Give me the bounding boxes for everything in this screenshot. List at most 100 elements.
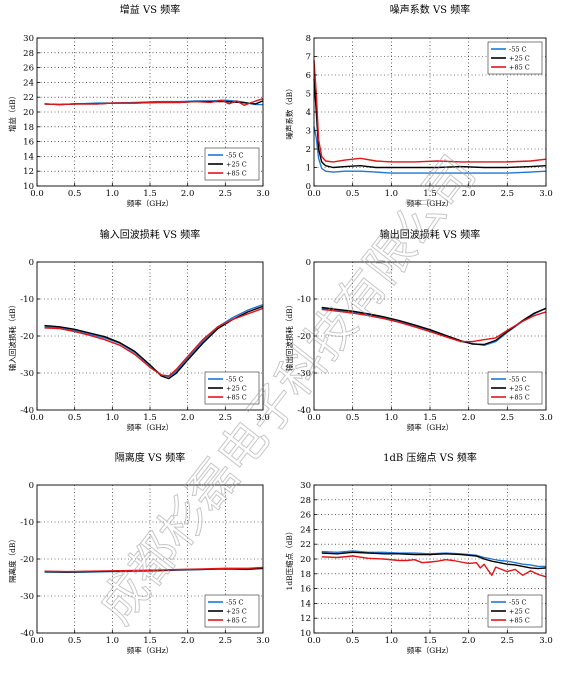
x-tick-label: 0.5 bbox=[346, 636, 360, 646]
x-tick-label: 0.5 bbox=[346, 189, 360, 199]
legend-label: +25 C bbox=[509, 55, 530, 63]
series-line bbox=[321, 555, 547, 578]
legend-label: -55 C bbox=[509, 46, 527, 54]
y-tick-label: 24 bbox=[23, 78, 34, 88]
legend-label: -55 C bbox=[226, 152, 244, 160]
chart-title: 1dB 压缩点 VS 频率 bbox=[383, 451, 477, 464]
series-line bbox=[321, 308, 547, 343]
legend-label: -55 C bbox=[509, 376, 527, 384]
y-tick-label: 6 bbox=[306, 71, 311, 81]
x-tick-label: 2.5 bbox=[219, 189, 233, 199]
y-tick-label: 28 bbox=[23, 49, 34, 59]
legend-label: +85 C bbox=[226, 617, 247, 625]
y-tick-label: 0 bbox=[29, 258, 34, 268]
x-tick-label: 3.0 bbox=[539, 636, 553, 646]
y-axis-label: 增益（dB） bbox=[7, 92, 17, 132]
legend: -55 C+25 C+85 C bbox=[204, 147, 260, 181]
x-tick-label: 1.5 bbox=[423, 189, 437, 199]
y-tick-label: 12 bbox=[23, 167, 34, 177]
x-tick-label: 3.0 bbox=[256, 636, 270, 646]
y-tick-label: 0 bbox=[306, 182, 311, 192]
x-tick-label: 0.0 bbox=[30, 413, 44, 423]
x-tick-label: 3.0 bbox=[256, 413, 270, 423]
series-line bbox=[321, 550, 546, 568]
x-tick-label: 2.5 bbox=[501, 413, 515, 423]
y-tick-label: 0 bbox=[29, 481, 34, 491]
y-tick-label: 22 bbox=[300, 540, 311, 550]
legend-label: +25 C bbox=[226, 608, 247, 616]
y-axis-label: 1dB压缩点（dB） bbox=[284, 528, 294, 591]
y-tick-label: 10 bbox=[300, 629, 311, 639]
y-tick-label: 7 bbox=[306, 53, 311, 63]
x-tick-label: 1.0 bbox=[106, 189, 120, 199]
legend-label: -55 C bbox=[226, 376, 244, 384]
legend-label: -55 C bbox=[509, 599, 527, 607]
y-tick-label: 2 bbox=[306, 145, 311, 155]
x-tick-label: 1.5 bbox=[423, 413, 437, 423]
y-axis-label: 隔离度（dB） bbox=[7, 535, 17, 583]
y-tick-label: -10 bbox=[20, 295, 34, 305]
y-tick-label: 16 bbox=[23, 138, 34, 148]
legend-label: +25 C bbox=[226, 385, 247, 393]
series-line bbox=[313, 78, 547, 169]
chart-4: 输出回波损耗 VS 频率 0.0 0.5 1.0 1.5 2.0 2.5 3.0 -40 -30 -… bbox=[284, 228, 553, 432]
chart-title: 输出回波损耗 VS 频率 bbox=[380, 228, 480, 241]
series-line bbox=[313, 60, 547, 163]
y-tick-label: -30 bbox=[20, 592, 34, 602]
series-line bbox=[44, 566, 264, 573]
x-axis-label: 频率（GHz） bbox=[127, 198, 173, 208]
legend: -55 C+25 C+85 C bbox=[487, 594, 543, 628]
y-axis-label: 输出回波损耗（dB） bbox=[284, 301, 294, 371]
series-line bbox=[44, 305, 264, 380]
y-tick-label: 14 bbox=[300, 599, 311, 609]
x-tick-label: 2.0 bbox=[462, 189, 476, 199]
chart-title: 噪声系数 VS 频率 bbox=[390, 3, 470, 16]
x-tick-label: 0.0 bbox=[30, 189, 44, 199]
y-tick-label: 4 bbox=[306, 108, 311, 118]
x-tick-label: 1.0 bbox=[385, 189, 399, 199]
y-tick-label: -10 bbox=[20, 518, 34, 528]
x-tick-label: 2.5 bbox=[219, 636, 233, 646]
x-tick-label: 3.0 bbox=[256, 189, 270, 199]
chart-title: 输入回波损耗 VS 频率 bbox=[100, 228, 200, 241]
series-line bbox=[44, 303, 264, 378]
series-line bbox=[44, 307, 264, 377]
y-tick-label: -40 bbox=[20, 629, 34, 639]
legend-label: +85 C bbox=[226, 170, 247, 178]
y-tick-label: 18 bbox=[300, 570, 311, 580]
y-tick-label: 12 bbox=[300, 614, 311, 624]
x-axis-label: 频率（GHz） bbox=[407, 198, 453, 208]
y-axis-label: 输入回波损耗（dB） bbox=[7, 301, 17, 371]
legend-label: +25 C bbox=[509, 608, 530, 616]
y-tick-label: 3 bbox=[306, 127, 311, 137]
x-tick-label: 1.0 bbox=[385, 636, 399, 646]
x-tick-label: 0.5 bbox=[68, 636, 82, 646]
chart-3: 输入回波损耗 VS 频率 0.0 0.5 1.0 1.5 2.0 2.5 3.0 -40 -30 -… bbox=[7, 228, 270, 432]
legend: -55 C+25 C+85 C bbox=[204, 594, 260, 628]
x-tick-label: 0.5 bbox=[68, 413, 82, 423]
y-tick-label: 24 bbox=[300, 525, 311, 535]
x-tick-label: 0.0 bbox=[307, 413, 321, 423]
y-tick-label: 8 bbox=[306, 34, 311, 44]
y-tick-label: 26 bbox=[23, 64, 34, 74]
legend-label: +85 C bbox=[509, 64, 530, 72]
y-tick-label: -30 bbox=[297, 369, 311, 379]
series-line bbox=[321, 551, 547, 570]
x-tick-label: 3.0 bbox=[539, 189, 553, 199]
x-tick-label: 1.5 bbox=[143, 413, 157, 423]
series-line bbox=[44, 98, 264, 107]
x-axis-label: 频率（GHz） bbox=[127, 422, 173, 432]
y-tick-label: -40 bbox=[297, 406, 311, 416]
y-tick-label: -40 bbox=[20, 406, 34, 416]
y-tick-label: 30 bbox=[23, 34, 34, 44]
y-tick-label: 30 bbox=[300, 481, 311, 491]
chart-1: 增益 VS 频率 0.0 0.5 1.0 1.5 2.0 2.5 3.0 10 12 14 16 18 2… bbox=[7, 3, 270, 208]
x-tick-label: 2.5 bbox=[501, 189, 515, 199]
y-tick-label: 26 bbox=[300, 511, 311, 521]
x-tick-label: 2.5 bbox=[501, 636, 515, 646]
x-tick-label: 2.0 bbox=[181, 189, 195, 199]
y-tick-label: -20 bbox=[20, 555, 34, 565]
legend-label: +85 C bbox=[226, 394, 247, 402]
chart-title: 增益 VS 频率 bbox=[120, 3, 180, 16]
